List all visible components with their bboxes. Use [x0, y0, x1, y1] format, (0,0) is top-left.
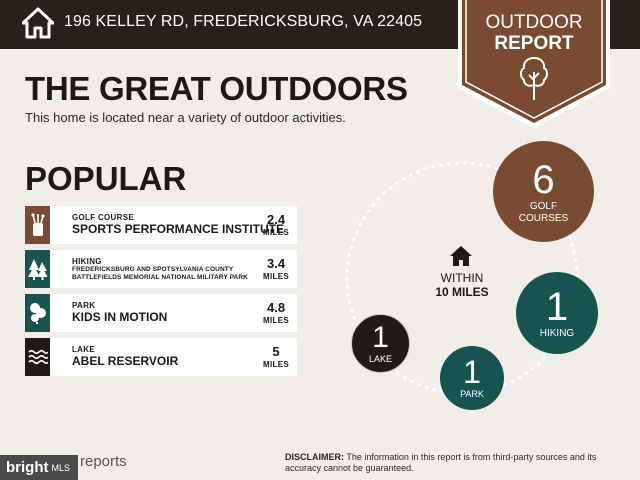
popular-name: KIDS IN MOTION [72, 310, 168, 324]
summary-hiking[interactable]: 1 HIKING [516, 272, 598, 354]
page-title: THE GREAT OUTDOORS [25, 70, 408, 107]
popular-name-line1: FREDERICKSBURG AND SPOTSYLVANIA COUNTY [72, 266, 234, 273]
popular-category: PARK [72, 301, 96, 310]
distance-value: 3.4 [266, 256, 286, 271]
popular-heading: POPULAR [25, 160, 187, 197]
home-icon [450, 246, 472, 266]
distance-value: 2.4 [266, 212, 286, 227]
disclaimer: DISCLAIMER: The information in this repo… [285, 452, 620, 474]
popular-distance: 2.4 MILES [263, 213, 289, 238]
summary-park[interactable]: 1 PARK [440, 346, 504, 410]
popular-category: GOLF COURSE [72, 213, 134, 222]
popular-name: SPORTS PERFORMANCE INSTITUTE [72, 222, 285, 236]
popular-name: FREDERICKSBURG AND SPOTSYLVANIA COUNTY B… [72, 266, 248, 282]
disclaimer-label: DISCLAIMER: [285, 452, 344, 462]
brand-suffix: MLS [51, 462, 71, 473]
tree-icon [520, 56, 548, 100]
bright-mls-logo: bright MLS [0, 455, 78, 480]
popular-distance: 3.4 MILES [263, 257, 289, 282]
reports-logo-text: reports [80, 453, 127, 470]
distance-unit: MILES [263, 228, 289, 237]
within-line2: 10 MILES [435, 285, 489, 299]
property-address: 196 KELLEY RD, FREDERICKSBURG, VA 22405 [64, 13, 423, 30]
home-icon [22, 7, 54, 39]
within-line1: WITHIN [440, 271, 484, 285]
badge-title-line2: REPORT [494, 33, 574, 54]
within-radius-label: WITHIN 10 MILES [418, 271, 506, 299]
park-icon [25, 294, 50, 332]
golf-bag-icon [25, 206, 50, 244]
summary-count: 1 [545, 285, 569, 329]
popular-name-line2: BATTLEFIELDS MEMORIAL NATIONAL MILITARY … [72, 274, 248, 281]
summary-label-line1: HIKING [539, 328, 575, 339]
summary-label-line2: COURSES [518, 212, 569, 224]
popular-name: ABEL RESERVOIR [72, 354, 179, 368]
popular-distance: 4.8 MILES [263, 301, 289, 326]
distance-unit: MILES [263, 316, 289, 325]
page-subtitle: This home is located near a variety of o… [25, 110, 346, 125]
summary-golf-courses[interactable]: 6 GOLF COURSES [493, 141, 594, 242]
summary-lake[interactable]: 1 LAKE [351, 314, 410, 373]
summary-count: 1 [372, 320, 389, 354]
popular-item-golf[interactable]: GOLF COURSE SPORTS PERFORMANCE INSTITUTE… [25, 206, 297, 244]
popular-item-lake[interactable]: LAKE ABEL RESERVOIR 5 MILES [25, 338, 297, 376]
waves-icon [25, 338, 50, 376]
badge-title: OUTDOOR REPORT [458, 12, 610, 54]
popular-category: HIKING [72, 257, 102, 266]
popular-item-park[interactable]: PARK KIDS IN MOTION 4.8 MILES [25, 294, 297, 332]
distance-value: 4.8 [266, 300, 286, 315]
outdoor-report-badge [458, 0, 610, 128]
summary-label-line1: LAKE [368, 353, 392, 364]
summary-label-line1: GOLF [529, 200, 558, 212]
distance-value: 5 [272, 344, 280, 359]
badge-title-line1: OUTDOOR [485, 12, 583, 33]
popular-distance: 5 MILES [263, 345, 289, 370]
brand-name: bright [6, 459, 49, 476]
summary-count: 1 [463, 354, 481, 390]
popular-category: LAKE [72, 345, 95, 354]
distance-unit: MILES [263, 360, 289, 369]
disclaimer-text: The information in this report is from t… [285, 452, 597, 473]
summary-label-line1: PARK [460, 389, 484, 399]
pine-trees-icon [25, 250, 50, 288]
popular-item-hiking[interactable]: HIKING FREDERICKSBURG AND SPOTSYLVANIA C… [25, 250, 297, 288]
distance-unit: MILES [263, 272, 289, 281]
summary-count: 6 [532, 157, 555, 202]
